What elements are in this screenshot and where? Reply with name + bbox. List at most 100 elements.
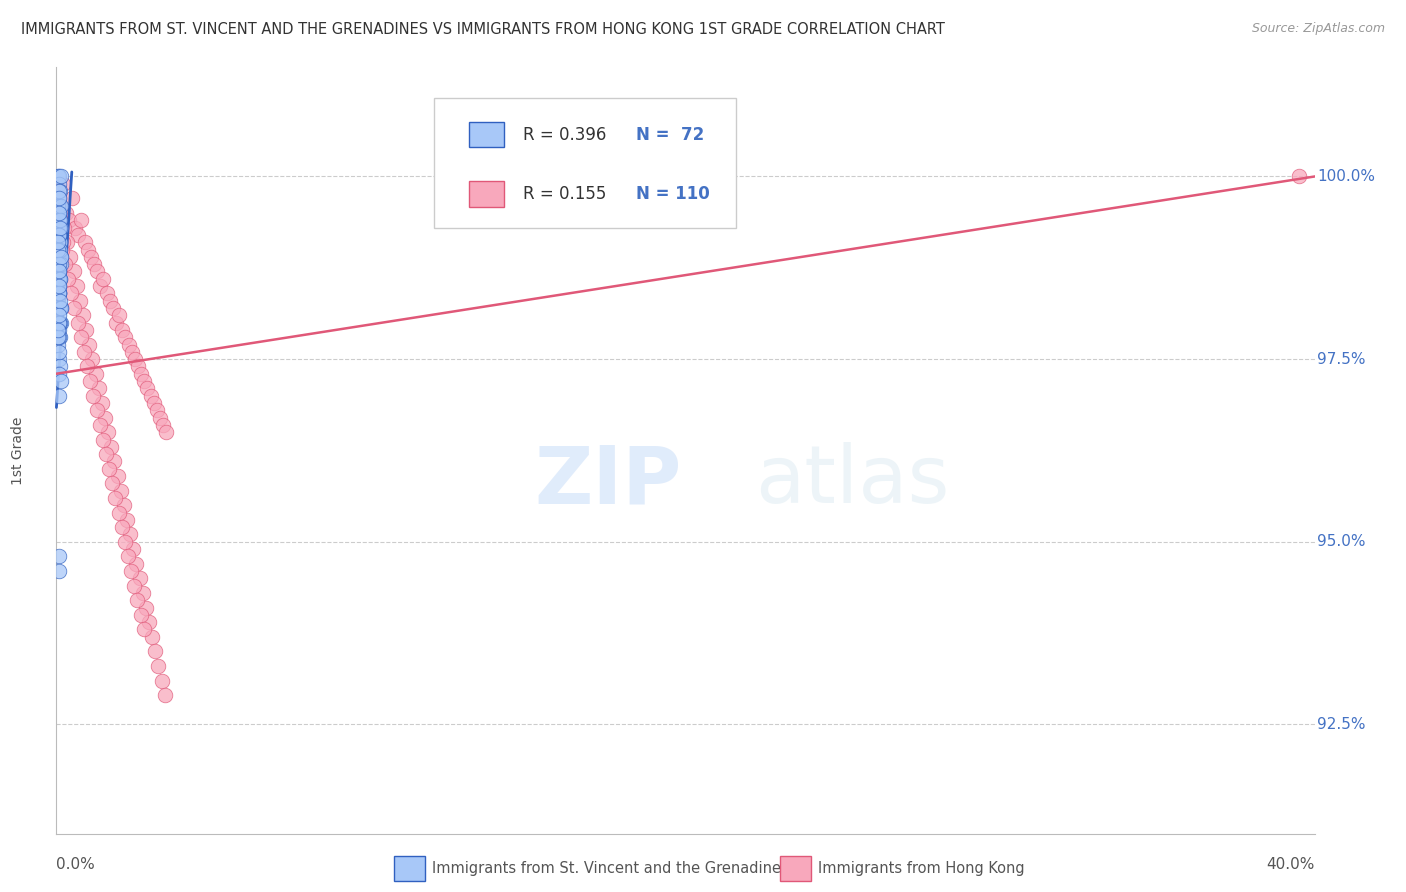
Point bbox=[112, 498, 135, 512]
Point bbox=[49, 293, 72, 308]
Point bbox=[48, 206, 70, 220]
Point bbox=[48, 286, 70, 301]
Point bbox=[125, 557, 148, 571]
Point bbox=[55, 206, 77, 220]
Point bbox=[150, 673, 173, 688]
Point bbox=[63, 301, 86, 315]
Point bbox=[48, 191, 70, 205]
Point bbox=[128, 571, 150, 585]
Point bbox=[129, 607, 152, 622]
Point bbox=[49, 199, 72, 213]
Point bbox=[146, 403, 169, 417]
Point bbox=[117, 337, 139, 351]
Point bbox=[120, 527, 142, 541]
Point bbox=[94, 410, 117, 425]
FancyBboxPatch shape bbox=[434, 97, 735, 228]
Point bbox=[48, 199, 70, 213]
Point bbox=[52, 235, 75, 250]
Point bbox=[48, 191, 70, 205]
Point bbox=[48, 169, 70, 184]
Point bbox=[49, 316, 72, 330]
Text: atlas: atlas bbox=[755, 442, 949, 520]
Point bbox=[48, 220, 70, 235]
Point bbox=[48, 257, 70, 271]
Point bbox=[136, 381, 159, 395]
Point bbox=[115, 513, 138, 527]
Point bbox=[110, 483, 132, 498]
Point bbox=[46, 227, 69, 242]
Text: 0.0%: 0.0% bbox=[56, 857, 96, 872]
Point bbox=[89, 417, 111, 432]
Point bbox=[46, 323, 69, 337]
Point bbox=[48, 352, 70, 367]
Point bbox=[141, 630, 163, 644]
Point bbox=[53, 220, 76, 235]
Point bbox=[49, 220, 72, 235]
Point bbox=[48, 257, 70, 271]
Point bbox=[87, 381, 110, 395]
Point bbox=[143, 644, 166, 658]
Point bbox=[48, 323, 70, 337]
Point bbox=[46, 199, 69, 213]
Point bbox=[48, 243, 70, 257]
Point bbox=[76, 243, 98, 257]
Point bbox=[89, 279, 111, 293]
Point bbox=[155, 425, 177, 440]
Point bbox=[51, 177, 73, 191]
Point bbox=[48, 206, 70, 220]
Point bbox=[49, 213, 72, 227]
Point bbox=[46, 257, 69, 271]
Point bbox=[60, 191, 83, 205]
Point bbox=[76, 359, 98, 374]
Text: Source: ZipAtlas.com: Source: ZipAtlas.com bbox=[1251, 22, 1385, 36]
Point bbox=[72, 308, 94, 322]
Point bbox=[48, 316, 70, 330]
Point bbox=[127, 359, 149, 374]
Point bbox=[48, 279, 70, 293]
Point bbox=[62, 264, 84, 278]
Point bbox=[105, 316, 128, 330]
Point bbox=[48, 549, 70, 564]
Point bbox=[148, 659, 170, 673]
Point bbox=[49, 316, 72, 330]
Point bbox=[80, 250, 103, 264]
Text: N =  72: N = 72 bbox=[637, 126, 704, 144]
Text: 95.0%: 95.0% bbox=[1317, 534, 1365, 549]
Point bbox=[48, 308, 70, 322]
Text: 100.0%: 100.0% bbox=[1317, 169, 1375, 184]
Point bbox=[49, 374, 72, 388]
Point bbox=[120, 564, 142, 578]
Point bbox=[46, 235, 69, 250]
Point bbox=[86, 264, 108, 278]
Point bbox=[48, 272, 70, 286]
Point bbox=[63, 220, 86, 235]
Point bbox=[139, 389, 162, 403]
Point bbox=[132, 586, 155, 600]
Point bbox=[49, 250, 72, 264]
Point bbox=[56, 235, 79, 250]
Point bbox=[84, 367, 107, 381]
Point bbox=[48, 177, 70, 191]
Point bbox=[114, 330, 136, 344]
Point bbox=[49, 301, 72, 315]
Point bbox=[48, 564, 70, 578]
Point bbox=[1288, 169, 1310, 184]
Point bbox=[49, 220, 72, 235]
Point bbox=[98, 461, 121, 475]
Point bbox=[111, 323, 134, 337]
Point bbox=[48, 227, 70, 242]
Point bbox=[134, 374, 156, 388]
Text: 1st Grade: 1st Grade bbox=[11, 417, 25, 484]
Point bbox=[46, 184, 69, 198]
Point bbox=[69, 330, 91, 344]
Text: 97.5%: 97.5% bbox=[1317, 351, 1365, 367]
Point bbox=[60, 286, 83, 301]
Text: 40.0%: 40.0% bbox=[1267, 857, 1315, 872]
Point bbox=[53, 257, 76, 271]
Point bbox=[77, 337, 100, 351]
Point bbox=[67, 227, 90, 242]
Text: R = 0.396: R = 0.396 bbox=[523, 126, 606, 144]
Point bbox=[46, 243, 69, 257]
Point bbox=[98, 293, 121, 308]
Point bbox=[79, 374, 101, 388]
